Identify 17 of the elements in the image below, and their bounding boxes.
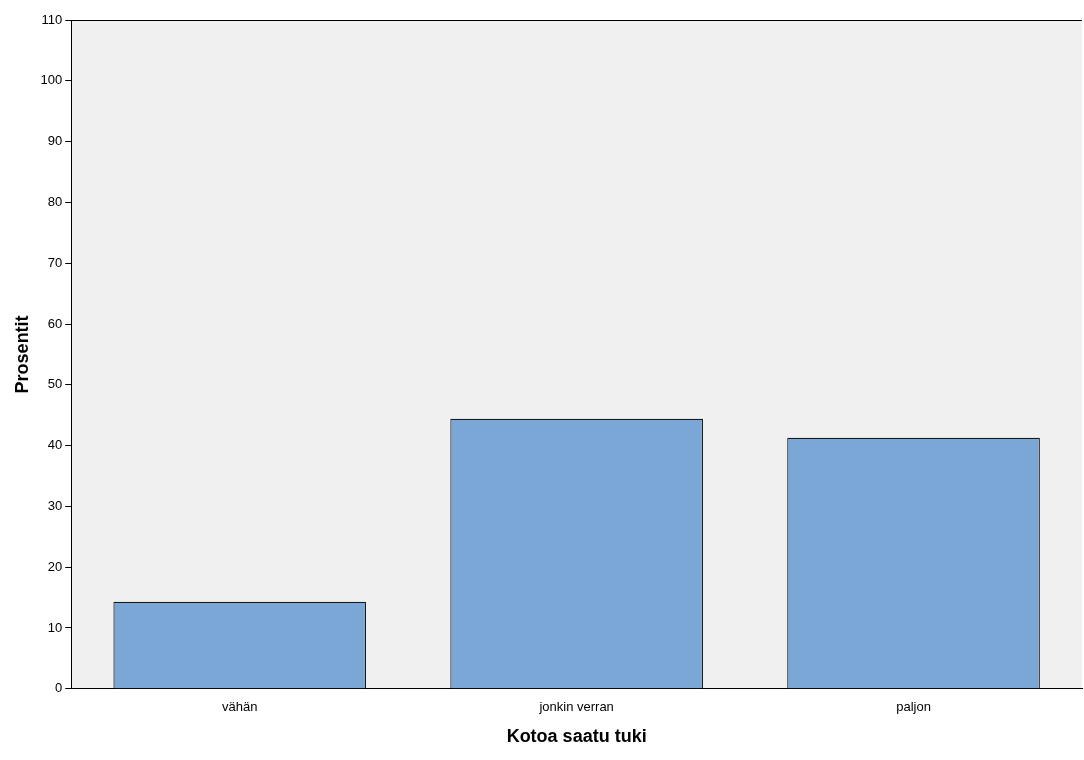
x-tick-label: paljon bbox=[896, 699, 931, 715]
y-tick-label: 40 bbox=[47, 437, 63, 453]
y-tick-label: 60 bbox=[47, 315, 63, 331]
y-axis-title: Prosentit bbox=[11, 315, 32, 394]
y-tick-label: 0 bbox=[55, 680, 63, 696]
y-tick-label: 50 bbox=[47, 376, 63, 392]
y-tick-label: 110 bbox=[41, 11, 63, 27]
y-tick-label: 100 bbox=[40, 72, 63, 88]
x-tick-label: vähän bbox=[222, 699, 258, 715]
y-tick-label: 70 bbox=[47, 254, 63, 270]
x-tick-label: jonkin verran bbox=[538, 699, 614, 715]
x-axis-title: Kotoa saatu tuki bbox=[506, 726, 647, 747]
y-tick-label: 30 bbox=[47, 497, 63, 513]
y-tick-label: 80 bbox=[47, 193, 63, 209]
y-tick-label: 10 bbox=[47, 619, 63, 635]
y-tick-label: 90 bbox=[47, 133, 63, 149]
y-tick-label: 20 bbox=[47, 558, 63, 574]
